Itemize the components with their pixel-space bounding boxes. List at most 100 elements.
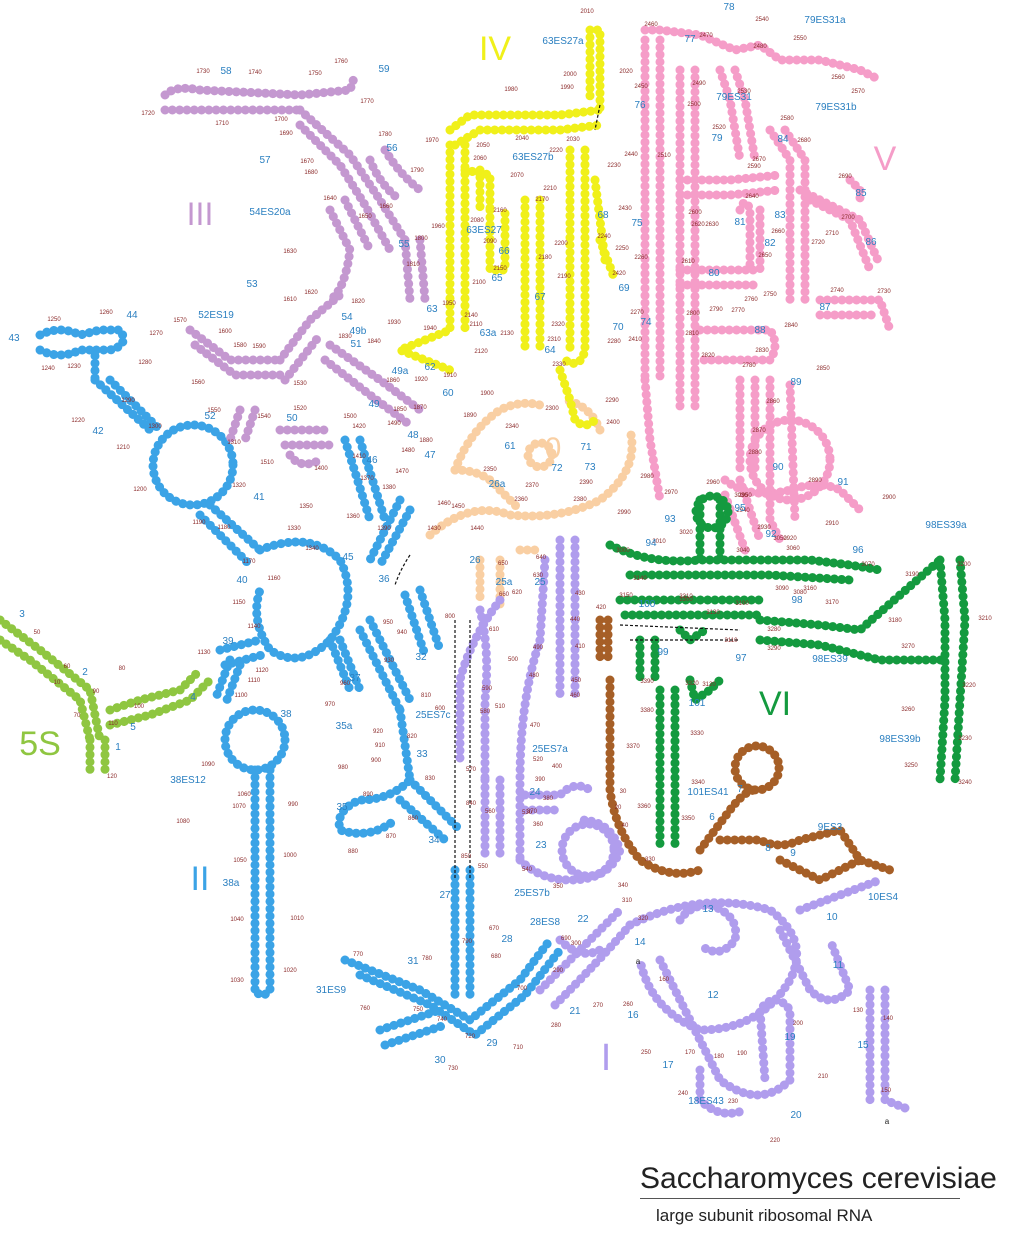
strand bbox=[605, 675, 705, 878]
position-label: 2970 bbox=[664, 490, 678, 496]
tertiary-line bbox=[594, 104, 601, 131]
helix-label: 8 bbox=[765, 843, 771, 854]
helix-label: 46 bbox=[366, 455, 378, 466]
position-label: 50 bbox=[34, 630, 41, 636]
helix-label: 74 bbox=[640, 317, 652, 328]
position-label: 2520 bbox=[712, 125, 726, 131]
strand bbox=[105, 665, 215, 730]
position-label: 3240 bbox=[958, 780, 972, 786]
tertiary-interaction-lines bbox=[394, 104, 741, 880]
position-label: 1420 bbox=[352, 424, 366, 430]
position-label: 3010 bbox=[652, 539, 666, 545]
position-label: 580 bbox=[480, 709, 491, 715]
position-label: 2700 bbox=[841, 215, 855, 221]
position-label: 850 bbox=[461, 854, 472, 860]
position-label: 2450 bbox=[634, 84, 648, 90]
position-label: 250 bbox=[641, 1050, 652, 1056]
position-label: 2940 bbox=[736, 508, 750, 514]
position-label: 160 bbox=[659, 977, 670, 983]
position-label: 720 bbox=[465, 1034, 476, 1040]
position-label: 2550 bbox=[793, 36, 807, 42]
strand bbox=[195, 500, 265, 570]
helix-label: 42 bbox=[92, 426, 104, 437]
strand bbox=[520, 195, 545, 355]
position-label: 3020 bbox=[679, 530, 693, 536]
helix-label: 92 bbox=[765, 529, 777, 540]
position-label: 80 bbox=[119, 666, 126, 672]
position-label: 1740 bbox=[248, 70, 262, 76]
helix-label: 65 bbox=[491, 273, 503, 284]
helix-label: 15 bbox=[857, 1040, 869, 1051]
helix-label: 63 bbox=[426, 304, 438, 315]
helix-42-loop bbox=[148, 420, 238, 510]
position-label: 1960 bbox=[431, 224, 445, 230]
strand bbox=[535, 905, 635, 1010]
helix-label: 10ES4 bbox=[868, 892, 898, 903]
position-label: 170 bbox=[685, 1050, 696, 1056]
strand bbox=[675, 625, 710, 645]
strand bbox=[445, 105, 605, 150]
helix-label: 93 bbox=[664, 514, 676, 525]
position-label: 810 bbox=[421, 693, 432, 699]
strand bbox=[0, 615, 105, 745]
position-label: 420 bbox=[596, 605, 607, 611]
strand bbox=[450, 465, 525, 515]
position-label: 2770 bbox=[731, 308, 745, 314]
position-label: 2210 bbox=[543, 186, 557, 192]
domain-label-vi: VI bbox=[759, 685, 791, 723]
position-label: 2010 bbox=[580, 9, 594, 15]
helix-label: 25ES7c bbox=[415, 710, 450, 721]
strand bbox=[775, 855, 865, 885]
helix-label: 57 bbox=[259, 155, 271, 166]
helix-label: 77 bbox=[684, 34, 696, 45]
position-label: 2230 bbox=[607, 163, 621, 169]
helix-label: 9 bbox=[790, 848, 796, 859]
position-label: 2670 bbox=[752, 157, 766, 163]
position-label: 910 bbox=[375, 743, 386, 749]
position-label: 240 bbox=[678, 1091, 689, 1097]
position-label: 560 bbox=[485, 809, 496, 815]
helix-label: 96 bbox=[852, 545, 864, 556]
domain-label-5s: 5S bbox=[19, 725, 61, 763]
position-label: 1870 bbox=[413, 405, 427, 411]
helix-label: 27 bbox=[439, 890, 451, 901]
position-label: 1930 bbox=[387, 320, 401, 326]
position-label: 1640 bbox=[323, 196, 337, 202]
helix-label: 49b bbox=[350, 326, 367, 337]
position-label: 2460 bbox=[644, 22, 658, 28]
strand bbox=[375, 1005, 450, 1050]
position-label: 1310 bbox=[227, 440, 241, 446]
position-label: 1690 bbox=[279, 131, 293, 137]
position-label: 1080 bbox=[176, 819, 190, 825]
strand bbox=[675, 65, 700, 415]
position-label: 2690 bbox=[838, 174, 852, 180]
position-label: 2400 bbox=[606, 420, 620, 426]
position-label: 960 bbox=[340, 681, 351, 687]
position-label: 3190 bbox=[905, 572, 919, 578]
rna-subtitle: large subunit ribosomal RNA bbox=[656, 1206, 873, 1225]
position-label: 1490 bbox=[387, 421, 401, 427]
strand bbox=[640, 35, 665, 385]
position-label: 2040 bbox=[515, 136, 529, 142]
helix-label: 16 bbox=[627, 1010, 639, 1021]
position-label: 2710 bbox=[825, 231, 839, 237]
position-label: 2600 bbox=[688, 210, 702, 216]
strand bbox=[355, 945, 565, 1040]
position-label: 180 bbox=[714, 1054, 725, 1060]
strand bbox=[365, 495, 415, 570]
position-label: 1090 bbox=[201, 762, 215, 768]
position-label: 860 bbox=[408, 816, 419, 822]
position-label: 1320 bbox=[232, 483, 246, 489]
position-label: 400 bbox=[552, 764, 563, 770]
position-label: 1520 bbox=[293, 406, 307, 412]
position-label: 780 bbox=[422, 956, 433, 962]
position-label: 2680 bbox=[797, 138, 811, 144]
helix-label: 83 bbox=[774, 210, 786, 221]
domain-label-iii: III bbox=[187, 196, 214, 232]
position-label: 1170 bbox=[243, 559, 257, 565]
position-label: 970 bbox=[325, 702, 336, 708]
position-label: 1990 bbox=[560, 85, 574, 91]
position-label: 3300 bbox=[679, 597, 693, 603]
position-label: 1470 bbox=[395, 469, 409, 475]
position-label: 820 bbox=[407, 734, 418, 740]
